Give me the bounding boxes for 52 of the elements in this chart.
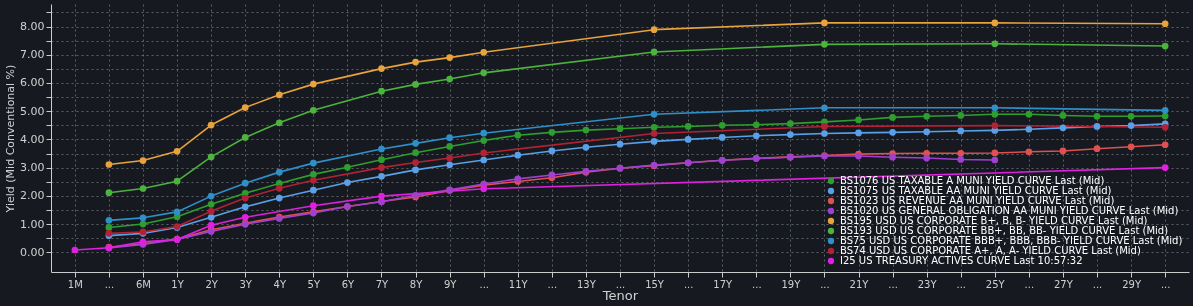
x-tick-label: ... (888, 278, 898, 290)
x-tick-label: ... (820, 278, 830, 290)
x-tick-label: 1M (67, 278, 83, 290)
x-tick-label: 8Y (409, 278, 424, 290)
x-tick-label: ... (752, 278, 762, 290)
x-tick-label: 1Y (171, 278, 185, 290)
y-tick-label: 4.00 (20, 132, 45, 146)
x-tick-label: 11Y (508, 278, 529, 290)
x-tick-label: 3Y (239, 278, 253, 290)
x-tick-label: ... (1092, 278, 1103, 290)
y-tick-label: 8.00 (20, 20, 45, 34)
legend-label: BS1023 US REVENUE AA MUNI YIELD CURVE Last (Mid) (840, 195, 1115, 206)
x-tick-label: ... (956, 278, 966, 290)
legend-label: BS74 USD US CORPORATE A+, A, A- YIELD CURVE Last (Mid) (840, 245, 1141, 256)
x-tick-label: ... (1160, 278, 1171, 290)
legend-label: BS193 USD US CORPORATE BB+, BB, BB- YIELD CURVE Last (Mid) (840, 225, 1169, 236)
x-tick-label: 7Y (375, 278, 390, 290)
x-tick-label: ... (615, 278, 626, 290)
y-tick-label: 2.00 (20, 189, 45, 203)
x-tick-label: 25Y (985, 278, 1006, 290)
y-tick-label: 1.00 (20, 217, 45, 231)
y-tick-label: 3.00 (20, 161, 45, 175)
x-tick-label: 13Y (577, 278, 597, 290)
legend-label: BS1075 US TAXABLE AA MUNI YIELD CURVE Last (Mid) (840, 185, 1112, 196)
legend-label: BS75 USD US CORPORATE BBB+, BBB, BBB- YIELD CURVE Last (Mid) (840, 235, 1183, 246)
legend-label: BS1076 US TAXABLE A MUNI YIELD CURVE Last (Mid) (840, 175, 1105, 186)
x-tick-label: ... (547, 278, 558, 290)
x-tick-label: 21Y (849, 278, 870, 290)
x-tick-label: 29Y (1122, 278, 1142, 290)
legend-label: BS1020 US GENERAL OBLIGATION AA MUNI YIELD CURVE Last (Mid) (840, 205, 1179, 216)
x-tick-label: 27Y (1054, 278, 1074, 290)
x-tick-label: 17Y (713, 278, 734, 290)
x-tick-label: 15Y (645, 278, 665, 290)
y-tick-label: 0.00 (20, 245, 45, 259)
x-tick-label: 5Y (307, 278, 321, 290)
y-axis-title: Yield (Mid Conventional %) (4, 64, 18, 214)
legend-label: BS195 USD US CORPORATE B+, B, B- YIELD CURVE Last (Mid) (840, 215, 1148, 226)
y-tick-label: 5.00 (20, 104, 45, 118)
x-tick-label: ... (479, 278, 489, 290)
legend-label: I25 US TREASURY ACTIVES CURVE Last 10:57:32 (840, 255, 1083, 266)
x-tick-label: ... (1024, 278, 1035, 290)
x-tick-label: ... (683, 278, 694, 290)
x-tick-label: 4Y (273, 278, 287, 290)
x-tick-label: 19Y (781, 278, 802, 290)
y-tick-label: 6.00 (20, 76, 45, 90)
x-tick-label: 6M (135, 278, 151, 290)
x-tick-label: 6Y (341, 278, 356, 290)
x-tick-label: ... (104, 278, 115, 290)
y-tick-label: 7.00 (20, 48, 45, 62)
x-tick-label: 9Y (443, 278, 458, 290)
x-tick-label: 23Y (917, 278, 938, 290)
x-tick-label: 2Y (205, 278, 219, 290)
